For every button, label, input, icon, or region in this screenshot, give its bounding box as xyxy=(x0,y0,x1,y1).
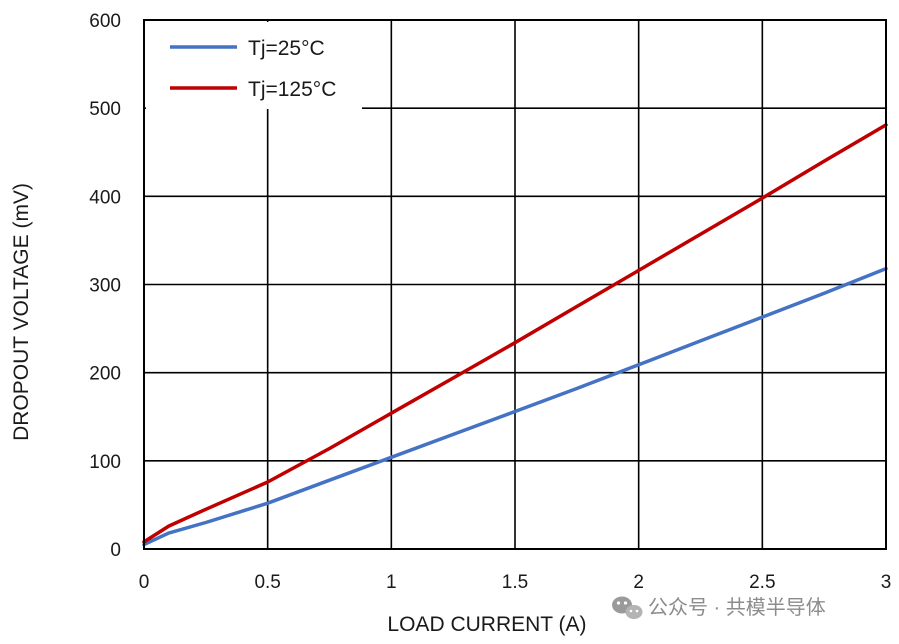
y-tick-label: 100 xyxy=(89,452,121,473)
x-tick-label: 0 xyxy=(139,572,150,593)
y-tick-label: 600 xyxy=(89,11,121,32)
x-tick-label: 2.5 xyxy=(749,572,775,593)
y-tick-label: 300 xyxy=(89,276,121,297)
legend-label-series-0: Tj=25°C xyxy=(248,37,325,60)
legend: Tj=25°C Tj=125°C xyxy=(146,22,362,109)
plot-frame xyxy=(143,19,887,550)
series-lines xyxy=(142,123,888,547)
watermark-text: 公众号 · 共模半导体 xyxy=(648,596,826,619)
y-tick-label: 200 xyxy=(89,364,121,385)
x-tick-label: 1 xyxy=(386,572,397,593)
series-line-1 xyxy=(142,123,888,544)
x-tick-label: 1.5 xyxy=(502,572,528,593)
y-tick-label: 500 xyxy=(89,99,121,120)
series-line-0 xyxy=(142,266,888,547)
y-tick-labels: 0 100 200 300 400 500 600 xyxy=(89,11,121,561)
x-tick-label: 2 xyxy=(633,572,644,593)
x-tick-label: 3 xyxy=(881,572,892,593)
wechat-icon xyxy=(612,596,643,619)
legend-label-series-1: Tj=125°C xyxy=(248,78,336,101)
x-tick-labels: 0 0.5 1 1.5 2 2.5 3 xyxy=(139,572,892,593)
x-axis-label: LOAD CURRENT (A) xyxy=(387,613,586,636)
x-tick-label: 0.5 xyxy=(254,572,280,593)
y-axis-label: DROPOUT VOLTAGE (mV) xyxy=(10,183,33,441)
y-tick-label: 400 xyxy=(89,187,121,208)
legend-box xyxy=(146,22,362,109)
y-tick-label: 0 xyxy=(110,540,121,561)
watermark: 公众号 · 共模半导体 xyxy=(612,596,826,619)
